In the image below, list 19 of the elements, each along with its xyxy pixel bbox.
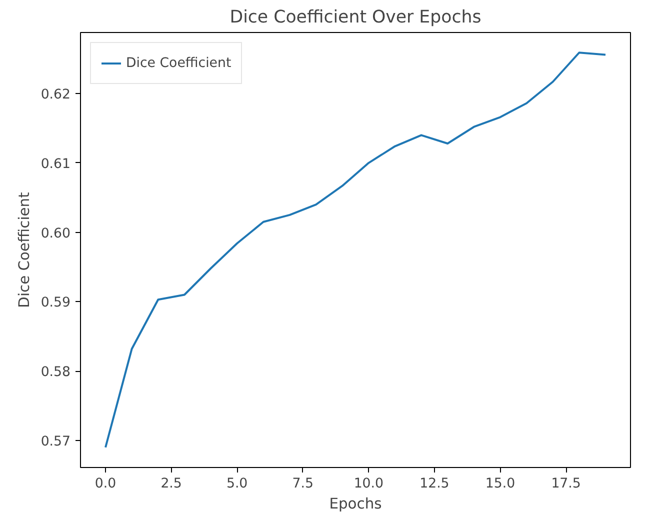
y-axis-title: Dice Coefficient (16, 192, 33, 308)
line-series (104, 52, 606, 448)
chart-title: Dice Coefficient Over Epochs (230, 8, 482, 28)
legend-label: Dice Coefficient (126, 56, 232, 70)
x-tick-label: 7.5 (292, 476, 314, 492)
x-axis-title: Epochs (329, 496, 382, 512)
x-tick-label: 10.0 (354, 476, 384, 492)
x-tick-label: 17.5 (551, 476, 581, 492)
y-tick-label: 0.61 (40, 156, 71, 172)
y-tick-label: 0.60 (40, 226, 71, 242)
x-tick-label: 0.0 (94, 476, 116, 492)
y-tick-label: 0.59 (40, 296, 71, 311)
y-tick-label: 0.58 (40, 365, 71, 380)
x-tick-label: 2.5 (160, 476, 182, 492)
x-tick-label: 5.0 (226, 476, 248, 492)
x-tick-label: 15.0 (485, 476, 516, 492)
y-tick-label: 0.62 (40, 88, 71, 103)
x-tick-label: 12.5 (420, 476, 450, 492)
y-tick-label: 0.57 (40, 434, 71, 450)
